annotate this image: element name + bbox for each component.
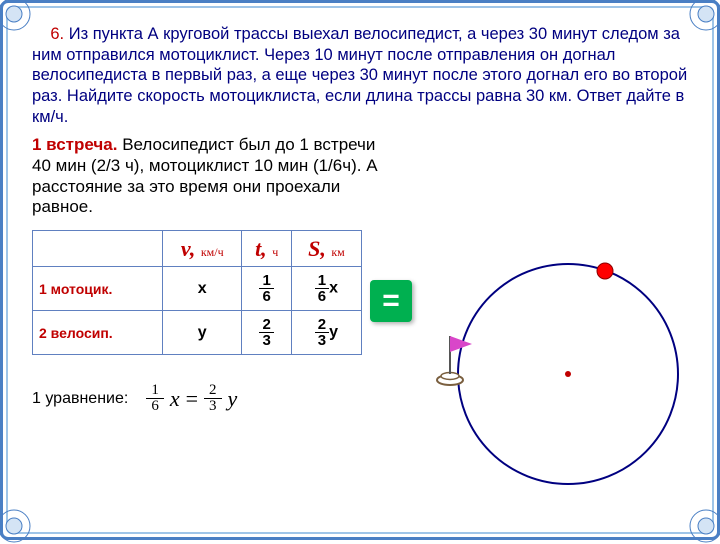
equation-math: 16 x = 23 y: [146, 383, 237, 414]
center-dot: [565, 371, 571, 377]
equation-label: 1 уравнение:: [32, 390, 128, 408]
cell-t: 23: [242, 311, 291, 355]
data-table-wrap: v, км/ч t, ч S, км 1 мотоцик. x 16 16x 2…: [32, 230, 362, 355]
table-header-row: v, км/ч t, ч S, км: [33, 231, 362, 267]
header-blank: [33, 231, 163, 267]
header-v: v, км/ч: [163, 231, 242, 267]
cell-s: 16x: [291, 267, 361, 311]
data-table: v, км/ч t, ч S, км 1 мотоцик. x 16 16x 2…: [32, 230, 362, 355]
problem-statement: 6. Из пункта А круговой трассы выехал ве…: [32, 24, 688, 127]
header-s: S, км: [291, 231, 361, 267]
start-marker: [437, 336, 472, 385]
row-label: 2 велосип.: [33, 311, 163, 355]
problem-number: 6.: [50, 25, 64, 43]
moto-dot: [597, 263, 613, 279]
cell-v: y: [163, 311, 242, 355]
cell-v: x: [163, 267, 242, 311]
track-diagram: [408, 224, 688, 504]
row-label: 1 мотоцик.: [33, 267, 163, 311]
cell-s: 23y: [291, 311, 361, 355]
cell-t: 16: [242, 267, 291, 311]
problem-text: Из пункта А круговой трассы выехал велос…: [32, 25, 687, 126]
equals-badge: =: [370, 280, 412, 322]
meeting1-paragraph: 1 встреча. Велосипедист был до 1 встречи…: [32, 135, 392, 218]
table-row: 1 мотоцик. x 16 16x: [33, 267, 362, 311]
meeting1-header: 1 встреча.: [32, 135, 117, 154]
content-area: 6. Из пункта А круговой трассы выехал ве…: [14, 14, 706, 526]
header-t: t, ч: [242, 231, 291, 267]
table-row: 2 велосип. y 23 23y: [33, 311, 362, 355]
